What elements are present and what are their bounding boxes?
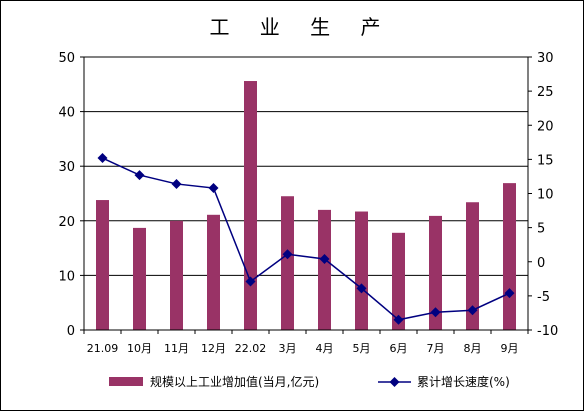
left-tick-label: 10	[58, 269, 75, 284]
legend: 规模以上工业增加值(当月,亿元) 累计增长速度(%)	[109, 374, 510, 389]
legend-line-marker	[389, 377, 400, 387]
legend-line-label: 累计增长速度(%)	[417, 374, 510, 389]
line-point	[393, 314, 404, 325]
chart-title: 工 业 生 产	[209, 15, 392, 39]
bar	[355, 211, 368, 330]
bar	[170, 220, 183, 330]
right-tick-label: -5	[537, 290, 550, 305]
x-tick-label: 11月	[164, 342, 189, 355]
legend-bar-swatch	[109, 377, 143, 386]
x-tick-label: 3月	[279, 342, 297, 355]
right-tick-label: 10	[537, 188, 554, 203]
right-tick-label: 0	[537, 256, 545, 271]
bar	[503, 183, 516, 330]
x-tick-label: 7月	[427, 342, 445, 355]
x-tick-label: 10月	[127, 342, 152, 355]
line-point	[134, 170, 145, 181]
bar	[96, 200, 109, 330]
left-tick-label: 0	[67, 324, 75, 339]
bar-series	[96, 81, 516, 330]
axes	[80, 56, 532, 334]
right-tick-label: 20	[537, 119, 554, 134]
right-tick-label: -10	[537, 324, 558, 339]
x-tick-label: 9月	[501, 342, 519, 355]
left-tick-label: 40	[58, 106, 75, 121]
right-tick-label: 25	[537, 85, 554, 100]
line-point	[97, 153, 108, 164]
line-point	[245, 276, 256, 287]
x-tick-label: 8月	[464, 342, 482, 355]
line-point	[282, 249, 293, 260]
bar	[207, 214, 220, 330]
growth-line	[102, 157, 510, 321]
line-point	[430, 307, 441, 318]
left-tick-label: 50	[58, 51, 75, 66]
x-tick-label: 4月	[316, 342, 334, 355]
line-point	[356, 283, 367, 294]
legend-bar-label: 规模以上工业增加值(当月,亿元)	[150, 374, 319, 389]
x-tick-label: 5月	[353, 342, 371, 355]
bar	[392, 232, 405, 330]
gridlines	[84, 56, 528, 276]
line-point	[467, 305, 478, 316]
line-point	[171, 178, 182, 189]
bar	[318, 209, 331, 330]
x-tick-label: 21.09	[87, 342, 119, 355]
bar	[244, 81, 257, 330]
line-point	[504, 288, 515, 299]
x-tick-label: 12月	[201, 342, 226, 355]
line-series	[97, 153, 515, 325]
right-tick-label: 5	[537, 222, 545, 237]
x-tick-label: 22.02	[235, 342, 267, 355]
tick-labels: 0 10 20 30 40 50 -10 -5 0 5 10 15 20 25 30 21.09 10月 11月 1…	[58, 51, 558, 355]
right-tick-label: 30	[537, 51, 554, 66]
bar	[466, 202, 479, 330]
bar	[133, 227, 146, 330]
left-tick-label: 30	[58, 160, 75, 175]
bar	[429, 215, 442, 330]
left-tick-label: 20	[58, 215, 75, 230]
line-point	[208, 183, 219, 194]
x-tick-label: 6月	[390, 342, 408, 355]
right-tick-label: 15	[537, 153, 554, 168]
bar	[281, 196, 294, 330]
